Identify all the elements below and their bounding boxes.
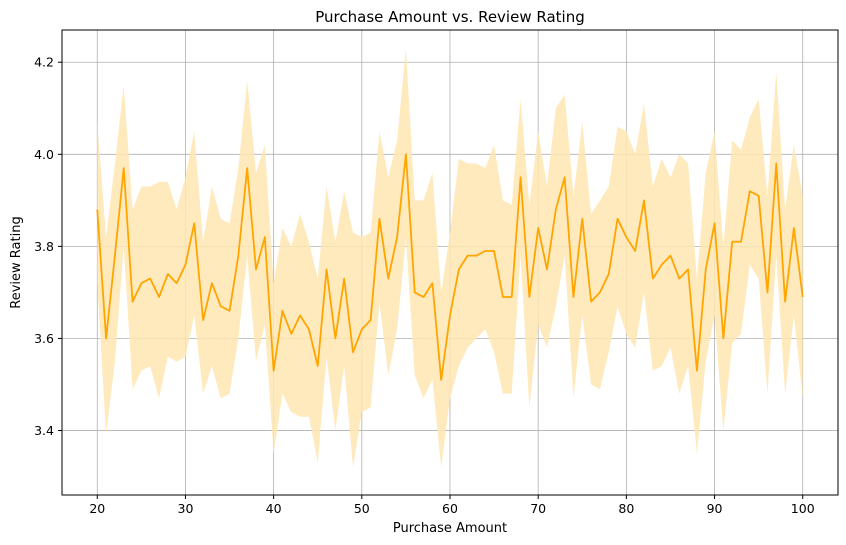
x-tick-label: 100 xyxy=(791,501,815,516)
chart-title: Purchase Amount vs. Review Rating xyxy=(315,8,584,26)
y-tick-label: 3.6 xyxy=(34,331,54,346)
y-tick-label: 3.8 xyxy=(34,239,54,254)
x-tick-label: 60 xyxy=(442,501,458,516)
x-tick-label: 20 xyxy=(89,501,105,516)
y-tick-label: 4.0 xyxy=(34,147,54,162)
x-axis-ticks: 20 30 40 50 60 70 80 90 100 xyxy=(89,495,815,516)
data-points xyxy=(97,154,803,380)
y-tick-label: 3.4 xyxy=(34,423,54,438)
x-tick-label: 30 xyxy=(178,501,194,516)
x-tick-label: 50 xyxy=(354,501,370,516)
y-axis-ticks: 3.4 3.6 3.8 4.0 4.2 xyxy=(34,55,62,438)
x-tick-label: 80 xyxy=(618,501,634,516)
x-tick-label: 70 xyxy=(530,501,546,516)
x-axis-label: Purchase Amount xyxy=(393,521,507,536)
x-tick-label: 40 xyxy=(266,501,282,516)
y-axis-label: Review Rating xyxy=(9,216,24,308)
x-tick-label: 90 xyxy=(707,501,723,516)
y-tick-label: 4.2 xyxy=(34,55,54,70)
